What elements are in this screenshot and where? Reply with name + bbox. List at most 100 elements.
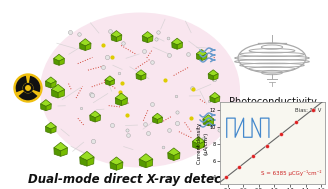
Point <box>110 56 115 59</box>
Point <box>209 71 214 74</box>
Polygon shape <box>153 117 157 124</box>
Polygon shape <box>202 54 207 60</box>
Point <box>211 78 216 81</box>
Point <box>119 81 125 84</box>
Circle shape <box>24 84 32 92</box>
Point <box>153 38 158 41</box>
Polygon shape <box>90 111 100 118</box>
Point <box>278 132 283 135</box>
Polygon shape <box>192 141 198 149</box>
Polygon shape <box>168 148 180 156</box>
Polygon shape <box>115 98 121 106</box>
Polygon shape <box>111 31 122 37</box>
Polygon shape <box>172 43 177 49</box>
Point <box>117 91 123 94</box>
Polygon shape <box>210 92 220 99</box>
Polygon shape <box>203 119 208 126</box>
Polygon shape <box>90 115 95 122</box>
Point <box>91 139 96 142</box>
Polygon shape <box>95 115 100 122</box>
Polygon shape <box>208 119 214 126</box>
Point <box>105 56 110 59</box>
Point <box>141 50 146 53</box>
Polygon shape <box>80 151 94 160</box>
Polygon shape <box>46 127 51 133</box>
Text: Photoconductivity: Photoconductivity <box>229 97 317 107</box>
Polygon shape <box>203 115 214 122</box>
Polygon shape <box>46 77 56 84</box>
Y-axis label: Current density
(μA/cm²): Current density (μA/cm²) <box>197 122 208 163</box>
Polygon shape <box>196 54 202 60</box>
Ellipse shape <box>40 12 240 167</box>
Polygon shape <box>51 90 58 98</box>
Point <box>120 42 125 45</box>
Polygon shape <box>213 74 218 80</box>
Point <box>237 166 242 169</box>
Wedge shape <box>16 76 27 92</box>
Polygon shape <box>54 59 59 65</box>
Point <box>165 37 170 40</box>
Point <box>162 78 167 81</box>
Point <box>216 129 222 132</box>
Polygon shape <box>80 157 87 166</box>
Point <box>175 122 180 125</box>
Text: Radiochromism: Radiochromism <box>234 172 310 182</box>
Point <box>149 103 154 106</box>
Polygon shape <box>172 38 182 45</box>
Circle shape <box>26 86 30 90</box>
Point <box>311 108 316 111</box>
Point <box>224 176 229 179</box>
Polygon shape <box>141 74 146 80</box>
Polygon shape <box>148 36 153 43</box>
Polygon shape <box>121 98 128 106</box>
Circle shape <box>14 74 42 102</box>
Polygon shape <box>146 159 153 168</box>
Text: S = 6385 μCGy⁻¹cm⁻²: S = 6385 μCGy⁻¹cm⁻² <box>261 170 322 176</box>
Polygon shape <box>215 96 220 103</box>
Polygon shape <box>59 59 64 65</box>
Point <box>186 52 191 55</box>
Point <box>79 106 84 109</box>
Polygon shape <box>79 39 91 46</box>
Point <box>125 113 130 116</box>
Point <box>174 111 179 114</box>
Point <box>294 121 299 124</box>
Polygon shape <box>142 32 153 38</box>
Polygon shape <box>41 100 51 106</box>
Polygon shape <box>116 162 123 170</box>
Point <box>149 61 154 64</box>
Point <box>76 33 81 36</box>
Polygon shape <box>139 154 153 162</box>
Point <box>100 66 106 69</box>
Polygon shape <box>58 90 65 98</box>
Polygon shape <box>79 43 85 50</box>
Point <box>201 136 206 139</box>
Polygon shape <box>168 153 174 160</box>
Point <box>125 134 131 137</box>
Point <box>206 99 211 102</box>
Point <box>155 31 160 34</box>
Polygon shape <box>46 104 51 111</box>
Polygon shape <box>61 148 68 156</box>
Polygon shape <box>87 157 94 166</box>
Point <box>161 145 166 148</box>
Polygon shape <box>208 74 213 80</box>
Polygon shape <box>51 84 65 93</box>
Polygon shape <box>41 104 46 111</box>
Point <box>107 29 113 33</box>
Polygon shape <box>51 81 56 88</box>
Point <box>88 92 93 95</box>
Polygon shape <box>110 157 123 165</box>
Polygon shape <box>174 153 180 160</box>
Point <box>100 44 106 47</box>
Polygon shape <box>153 113 162 120</box>
Polygon shape <box>46 122 56 129</box>
Polygon shape <box>192 137 205 144</box>
Polygon shape <box>110 162 116 170</box>
Polygon shape <box>157 117 162 124</box>
Point <box>109 124 114 127</box>
Text: Bias: 30 V: Bias: 30 V <box>296 108 322 113</box>
Point <box>190 88 195 91</box>
Polygon shape <box>46 81 51 88</box>
Polygon shape <box>105 76 114 82</box>
